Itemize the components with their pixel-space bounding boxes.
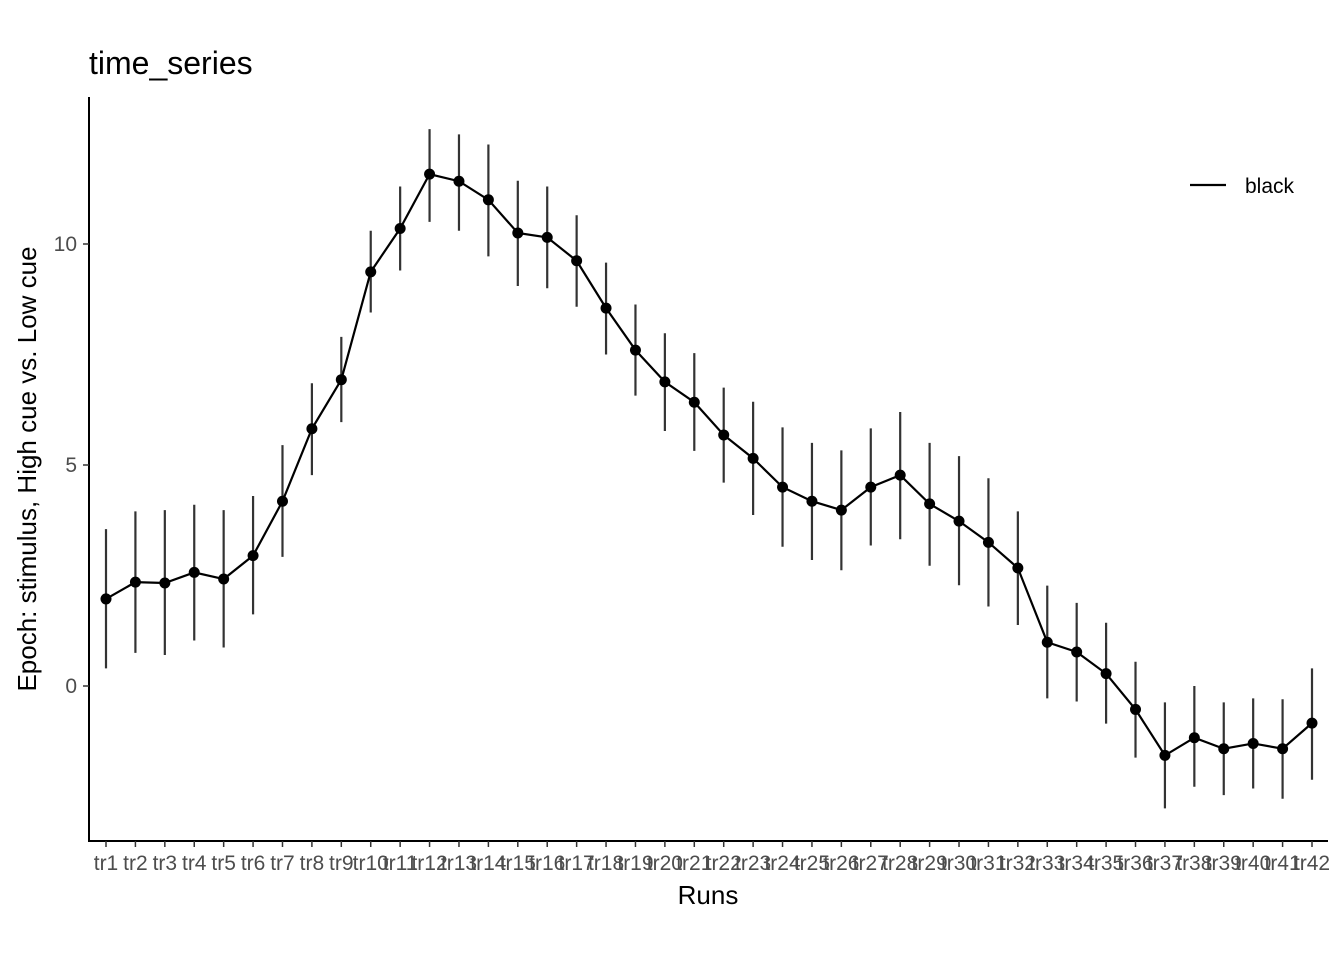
x-tick-label-tr14: tr14 [470,852,507,875]
x-tick-label-tr30: tr30 [941,852,977,875]
x-tick-label-tr32: tr32 [1000,852,1036,875]
data-point-tr15 [512,227,524,239]
data-point-tr19 [629,344,641,356]
x-tick-label-tr39: tr39 [1206,852,1242,875]
x-tick-label-tr17: tr17 [559,852,595,875]
y-axis-ticks: 0 5 10 [54,233,89,698]
data-point-tr38 [1188,732,1200,744]
data-point-tr27 [865,481,877,493]
x-tick-label-tr15: tr15 [500,852,536,875]
data-point-tr34 [1071,646,1083,658]
data-point-tr2 [129,576,141,588]
data-point-tr23 [747,452,759,464]
x-axis-ticks: tr1 tr2 tr3 tr4 tr5 tr6 tr7 tr8 tr9 tr10tr11tr12t… [94,841,1330,875]
x-tick-label-tr34: tr34 [1059,852,1096,875]
chart-title: time_series [89,45,253,81]
data-point-tr26 [835,504,847,516]
data-point-tr3 [159,577,171,589]
data-point-tr4 [188,566,200,578]
data-points [100,168,1318,761]
x-tick-label-tr28: tr28 [882,852,918,875]
x-tick-label-tr25: tr25 [794,852,830,875]
data-point-tr14 [482,194,494,206]
x-tick-label-tr36: tr36 [1117,852,1153,875]
data-point-tr32 [1012,562,1024,574]
y-tick-label-5: 5 [65,454,77,477]
legend: black [1190,175,1295,198]
data-point-tr42 [1306,717,1318,729]
plot-area [100,129,1318,809]
data-point-tr24 [777,481,789,493]
y-tick-label-10: 10 [54,233,77,256]
data-point-tr25 [806,495,818,507]
data-point-tr37 [1159,749,1171,761]
x-tick-label-tr27: tr27 [853,852,889,875]
data-point-tr29 [924,498,936,510]
x-tick-label-tr42: tr42 [1294,852,1330,875]
data-point-tr16 [541,231,553,243]
x-tick-label-tr1: tr1 [94,852,119,875]
x-tick-label-tr37: tr37 [1147,852,1183,875]
data-point-tr39 [1218,743,1230,755]
data-point-tr11 [394,223,406,235]
data-point-tr33 [1041,636,1053,648]
data-point-tr22 [718,429,730,441]
x-tick-label-tr16: tr16 [529,852,565,875]
x-tick-label-tr18: tr18 [588,852,624,875]
x-tick-label-tr6: tr6 [241,852,266,875]
x-tick-label-tr41: tr41 [1264,852,1300,875]
data-point-tr12 [424,168,436,180]
data-point-tr17 [571,255,583,267]
x-tick-label-tr9: tr9 [329,852,354,875]
x-tick-label-tr8: tr8 [300,852,325,875]
legend-label-black: black [1245,175,1295,198]
x-tick-label-tr4: tr4 [182,852,207,875]
data-point-tr35 [1100,668,1112,680]
data-point-tr28 [894,469,906,481]
data-point-tr40 [1247,737,1259,749]
data-point-tr36 [1130,703,1142,715]
x-tick-label-tr20: tr20 [647,852,683,875]
x-tick-label-tr21: tr21 [676,852,712,875]
data-point-tr20 [659,376,671,388]
x-tick-label-tr2: tr2 [123,852,148,875]
x-tick-label-tr24: tr24 [764,852,801,875]
x-tick-label-tr35: tr35 [1088,852,1124,875]
data-point-tr7 [276,495,288,507]
x-tick-label-tr33: tr33 [1029,852,1065,875]
x-tick-label-tr23: tr23 [735,852,771,875]
y-axis-title: Epoch: stimulus, High cue vs. Low cue [12,246,42,691]
x-tick-label-tr22: tr22 [706,852,742,875]
x-tick-label-tr5: tr5 [211,852,236,875]
data-point-tr5 [218,573,230,585]
x-tick-label-tr26: tr26 [823,852,859,875]
y-tick-label-0: 0 [65,675,77,698]
data-point-tr13 [453,175,465,187]
x-tick-label-tr13: tr13 [441,852,477,875]
series-line-black [105,172,1313,757]
data-point-tr10 [365,266,377,278]
x-axis-title: Runs [678,880,739,910]
data-point-tr8 [306,423,318,435]
data-point-tr9 [335,374,347,386]
data-point-tr31 [982,536,994,548]
data-point-tr1 [100,593,112,605]
x-tick-label-tr40: tr40 [1235,852,1271,875]
x-tick-label-tr19: tr19 [617,852,653,875]
x-tick-label-tr38: tr38 [1176,852,1212,875]
x-tick-label-tr12: tr12 [411,852,447,875]
data-point-tr18 [600,302,612,314]
data-point-tr21 [688,396,700,408]
data-point-tr30 [953,515,965,527]
x-tick-label-tr7: tr7 [270,852,295,875]
data-point-tr6 [247,550,259,562]
data-point-tr41 [1277,743,1289,755]
x-tick-label-tr31: tr31 [970,852,1006,875]
x-tick-label-tr29: tr29 [912,852,948,875]
x-tick-label-tr3: tr3 [153,852,178,875]
x-tick-label-tr11: tr11 [383,852,418,875]
x-tick-label-tr10: tr10 [353,852,389,875]
